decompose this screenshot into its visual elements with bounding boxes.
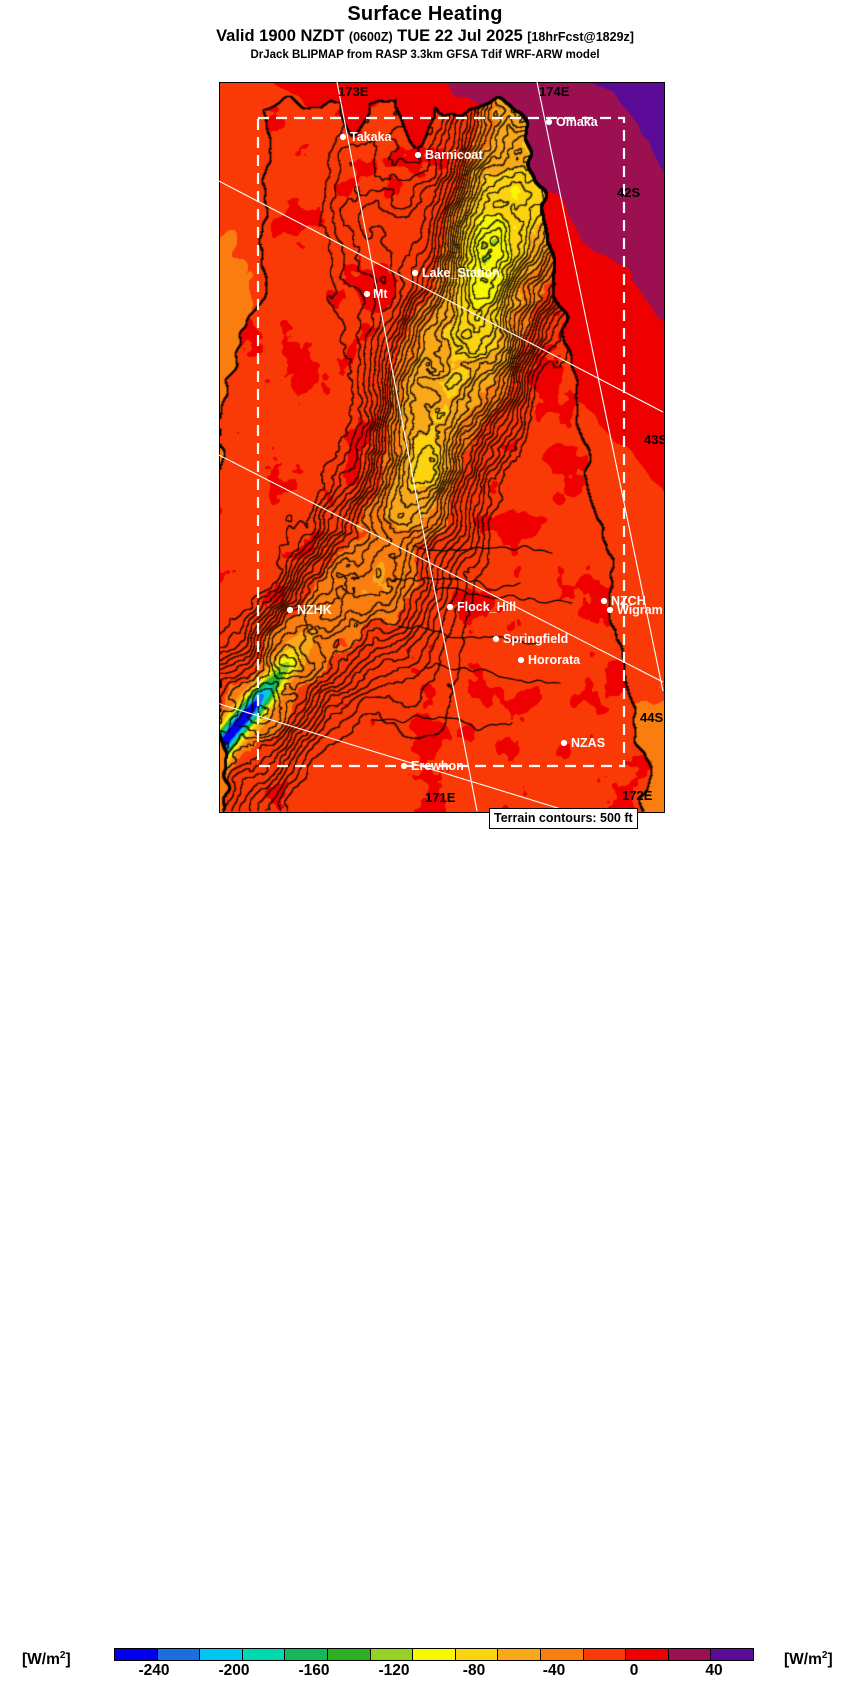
valid-time-line: Valid 1900 NZDT (0600Z) TUE 22 Jul 2025 … [0,27,850,47]
station-marker-icon [411,269,419,277]
colorbar-segment-1 [157,1649,201,1660]
colorbar-tick--80: -80 [462,1662,486,1679]
station-label: Springfield [503,632,568,646]
colorbar-unit-left-text: [W/m [22,1651,60,1669]
graticule-line-1 [536,82,664,692]
colorbar-segment-2 [200,1649,243,1660]
station-label: Flock_Hill [457,600,516,614]
station-marker-icon [545,118,553,126]
station-erewhon[interactable]: Erewhon [400,759,464,773]
title-block: Surface Heating Valid 1900 NZDT (0600Z) … [0,0,850,62]
station-lake_station[interactable]: Lake_Station [411,266,500,280]
station-barnicoat[interactable]: Barnicoat [414,148,484,162]
surface-heating-raster [219,82,665,813]
station-nzas[interactable]: NZAS [560,736,605,750]
forecast-map[interactable]: 173E174E41S42S42S43S43S44S171E172ETakaka… [219,82,665,813]
colorbar-tick--40: -40 [542,1662,566,1679]
colorbar-segment-10 [540,1649,584,1660]
colorbar-unit-left: [W/m2] [22,1650,71,1669]
colorbar-unit-right: [W/m2] [784,1650,833,1669]
colorbar-segment-4 [285,1649,328,1660]
station-label: NZAS [571,736,605,750]
colorbar-tick-0: 0 [629,1662,639,1679]
map-annotation-overlay: 173E174E41S42S42S43S43S44S171E172ETakaka… [219,82,665,813]
station-label: Omaka [556,115,599,129]
forecast-hour: [18hrFcst@1829z] [527,30,634,44]
graticule-label-171e-8: 171E [425,790,456,805]
station-label: Erewhon [411,759,464,773]
graticule-line-2 [219,180,664,413]
station-marker-icon [606,606,614,614]
station-nzch[interactable]: NZCH [600,594,646,608]
colorbar-segment-14 [711,1649,753,1660]
colorbar-segment-6 [370,1649,414,1660]
station-marker-icon [414,151,422,159]
station-marker-icon [286,606,294,614]
station-marker-icon [600,597,608,605]
station-label: Barnicoat [425,148,483,162]
colorbar-segment-7 [413,1649,456,1660]
colorbar-unit-left-close: ] [65,1651,71,1669]
graticule-label-44s-7: 44S [640,710,663,725]
colorbar-segment-0 [115,1649,158,1660]
station-marker-icon [363,290,371,298]
station-label: Wigram [617,603,663,617]
station-label: NZCH [611,594,646,608]
station-label: Takaka [350,130,393,144]
station-takaka[interactable]: Takaka [339,130,393,144]
colorbar-segment-8 [455,1649,499,1660]
terrain-contour-legend: Terrain contours: 500 ft [489,808,638,829]
graticule-label-174e-1: 174E [539,84,570,99]
station-label: Mt [373,287,388,301]
colorbar-tick--240: -240 [138,1662,170,1679]
station-nzhk[interactable]: NZHK [286,603,332,617]
valid-date: TUE 22 Jul 2025 [397,27,523,45]
colorbar-segment-12 [626,1649,669,1660]
station-label: Lake_Station [422,266,500,280]
colorbar-segment-9 [498,1649,541,1660]
colorbar-unit-right-close: ] [827,1651,833,1669]
station-flock_hill[interactable]: Flock_Hill [446,600,516,614]
colorbar-area: [W/m2] -240 -200 -160 -120 -80 -40 0 40 [W/m2] [0,822,850,1679]
colorbar-segment-3 [242,1649,286,1660]
colorbar-segment-5 [327,1649,371,1660]
colorbar-tick--200: -200 [218,1662,250,1679]
valid-time-local: Valid 1900 NZDT [216,27,345,45]
colorbar-unit-right-text: [W/m [784,1651,822,1669]
station-marker-icon [492,635,500,643]
colorbar-tick--160: -160 [298,1662,330,1679]
station-marker-icon [560,739,568,747]
graticule-label-43s-5: 43S [644,432,665,447]
graticule-line-0 [336,82,478,812]
colorbar-segment-11 [583,1649,627,1660]
graticule-label-42s-3: 42S [617,185,640,200]
station-wigram[interactable]: Wigram [606,603,663,617]
station-label: Hororata [528,653,581,667]
colorbar-gradient[interactable] [114,1648,754,1661]
colorbar-tick-40: 40 [705,1662,723,1679]
station-omaka[interactable]: Omaka [545,115,599,129]
colorbar-segment-13 [668,1649,712,1660]
graticule-label-173e-0: 173E [338,84,369,99]
colorbar-tick--120: -120 [378,1662,410,1679]
station-marker-icon [339,133,347,141]
model-source-line: DrJack BLIPMAP from RASP 3.3km GFSA Tdif… [250,49,600,61]
station-marker-icon [517,656,525,664]
colorbar-tick-labels: -240 -200 -160 -120 -80 -40 0 40 [114,1662,754,1682]
graticule-line-4 [219,703,576,813]
valid-time-utc: (0600Z) [348,30,393,44]
station-marker-icon [400,762,408,770]
graticule-label-172e-9: 172E [622,788,653,803]
page-title: Surface Heating [347,3,503,25]
station-marker-icon [446,603,454,611]
station-label: NZHK [297,603,332,617]
graticule-line-3 [219,454,664,683]
station-hororata[interactable]: Hororata [517,653,581,667]
model-domain-box [256,116,626,768]
station-mt[interactable]: Mt [363,287,389,301]
station-springfield[interactable]: Springfield [492,632,568,646]
graticule-label-43s-6: 43S [219,701,222,716]
